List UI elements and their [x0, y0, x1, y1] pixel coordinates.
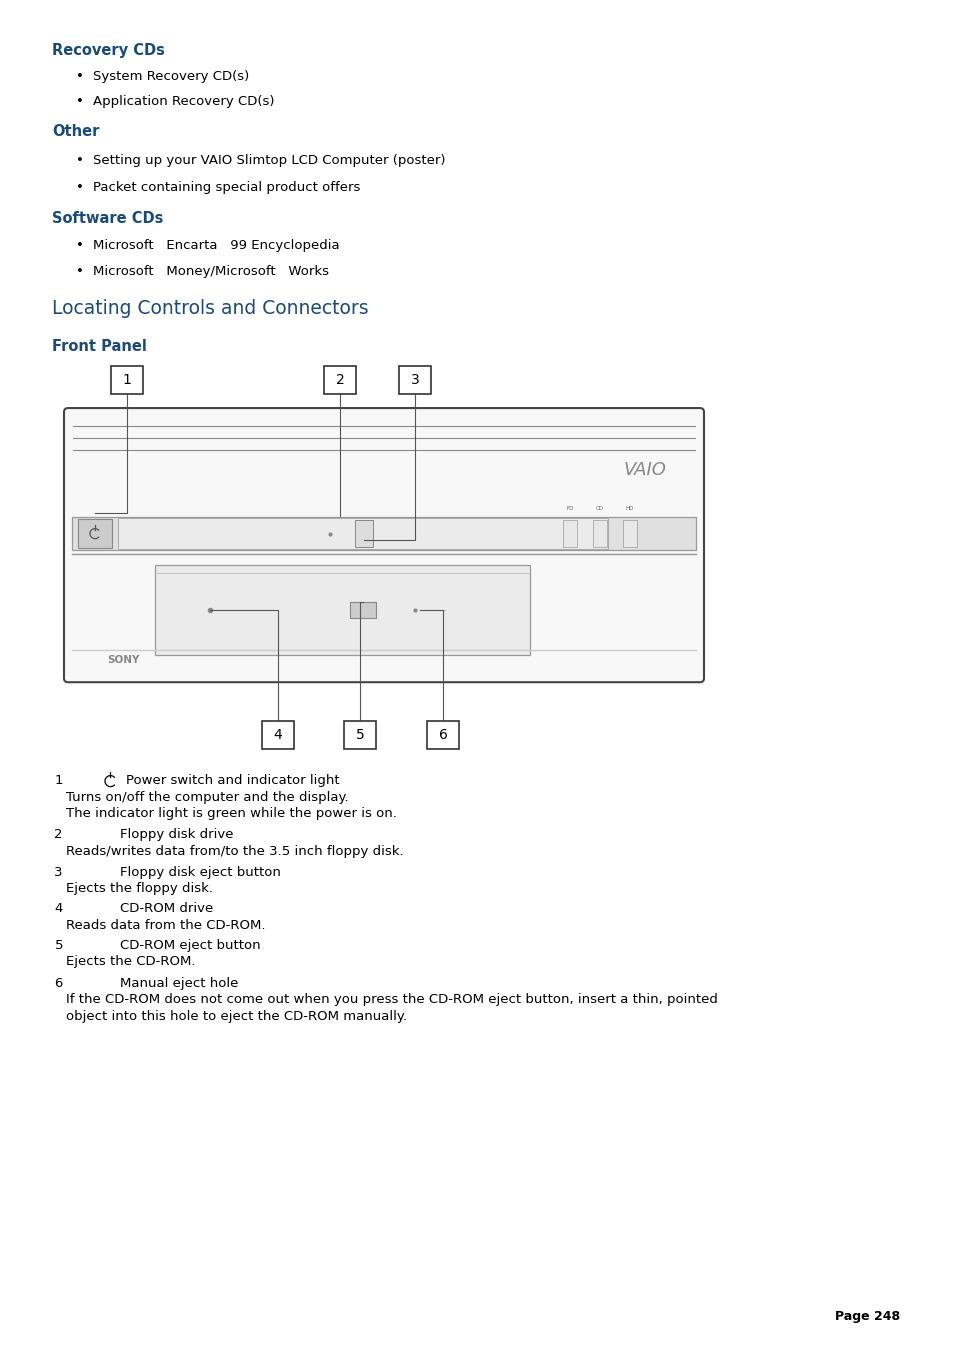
Text: The indicator light is green while the power is on.: The indicator light is green while the p… — [67, 807, 397, 820]
Bar — [622, 520, 637, 547]
Text: Reads data from the CD-ROM.: Reads data from the CD-ROM. — [67, 919, 266, 932]
Bar — [154, 565, 530, 655]
Text: •: • — [76, 154, 84, 168]
Text: 3: 3 — [410, 373, 419, 386]
Text: 1: 1 — [122, 373, 132, 386]
Text: Floppy disk drive: Floppy disk drive — [120, 828, 233, 842]
Text: Software CDs: Software CDs — [52, 211, 164, 226]
Text: Front Panel: Front Panel — [52, 339, 147, 354]
Text: 1: 1 — [54, 774, 63, 788]
Text: •: • — [76, 239, 84, 253]
Text: •: • — [76, 95, 84, 108]
Text: Ejects the floppy disk.: Ejects the floppy disk. — [67, 882, 213, 896]
Text: 6: 6 — [438, 728, 447, 742]
Text: Recovery CDs: Recovery CDs — [52, 43, 165, 58]
Text: object into this hole to eject the CD-ROM manually.: object into this hole to eject the CD-RO… — [67, 1009, 407, 1023]
Bar — [350, 603, 375, 617]
Bar — [118, 519, 607, 549]
Bar — [427, 721, 458, 748]
Text: Microsoft   Money/Microsoft   Works: Microsoft Money/Microsoft Works — [93, 265, 329, 278]
Text: 2: 2 — [54, 828, 63, 842]
Text: Turns on/off the computer and the display.: Turns on/off the computer and the displa… — [67, 790, 349, 804]
Text: Floppy disk eject button: Floppy disk eject button — [120, 866, 281, 880]
Bar — [262, 721, 294, 748]
Text: Other: Other — [52, 124, 100, 139]
Text: CD-ROM eject button: CD-ROM eject button — [120, 939, 261, 952]
Text: Ejects the CD-ROM.: Ejects the CD-ROM. — [67, 955, 195, 969]
Text: SONY: SONY — [107, 655, 139, 665]
Text: 5: 5 — [54, 939, 63, 952]
Bar — [398, 366, 431, 393]
Text: Page 248: Page 248 — [834, 1309, 899, 1323]
Text: Power switch and indicator light: Power switch and indicator light — [127, 774, 339, 788]
Text: Reads/writes data from/to the 3.5 inch floppy disk.: Reads/writes data from/to the 3.5 inch f… — [67, 844, 404, 858]
Text: VAIO: VAIO — [623, 461, 666, 480]
Text: Packet containing special product offers: Packet containing special product offers — [93, 181, 360, 195]
Text: 3: 3 — [54, 866, 63, 880]
FancyBboxPatch shape — [64, 408, 703, 682]
Text: Manual eject hole: Manual eject hole — [120, 977, 238, 990]
Bar — [562, 520, 577, 547]
Text: If the CD-ROM does not come out when you press the CD-ROM eject button, insert a: If the CD-ROM does not come out when you… — [67, 993, 718, 1006]
Bar — [324, 366, 355, 393]
Bar — [355, 520, 373, 547]
Text: 2: 2 — [335, 373, 344, 386]
Text: 6: 6 — [54, 977, 63, 990]
Bar — [111, 366, 143, 393]
Text: Application Recovery CD(s): Application Recovery CD(s) — [93, 95, 274, 108]
Text: Locating Controls and Connectors: Locating Controls and Connectors — [52, 299, 369, 317]
Text: 4: 4 — [54, 902, 63, 916]
Text: FD: FD — [566, 507, 573, 512]
Text: System Recovery CD(s): System Recovery CD(s) — [93, 70, 250, 84]
Text: •: • — [76, 70, 84, 84]
Bar — [71, 517, 696, 550]
Text: HD: HD — [625, 507, 634, 512]
Text: Microsoft   Encarta   99 Encyclopedia: Microsoft Encarta 99 Encyclopedia — [93, 239, 340, 253]
Text: 5: 5 — [355, 728, 364, 742]
Bar — [344, 721, 375, 748]
Text: Setting up your VAIO Slimtop LCD Computer (poster): Setting up your VAIO Slimtop LCD Compute… — [93, 154, 445, 168]
Bar — [78, 519, 112, 549]
Text: 4: 4 — [274, 728, 282, 742]
Bar — [593, 520, 606, 547]
Text: •: • — [76, 265, 84, 278]
Text: •: • — [76, 181, 84, 195]
Text: CD-ROM drive: CD-ROM drive — [120, 902, 213, 916]
Text: CD: CD — [596, 507, 603, 512]
